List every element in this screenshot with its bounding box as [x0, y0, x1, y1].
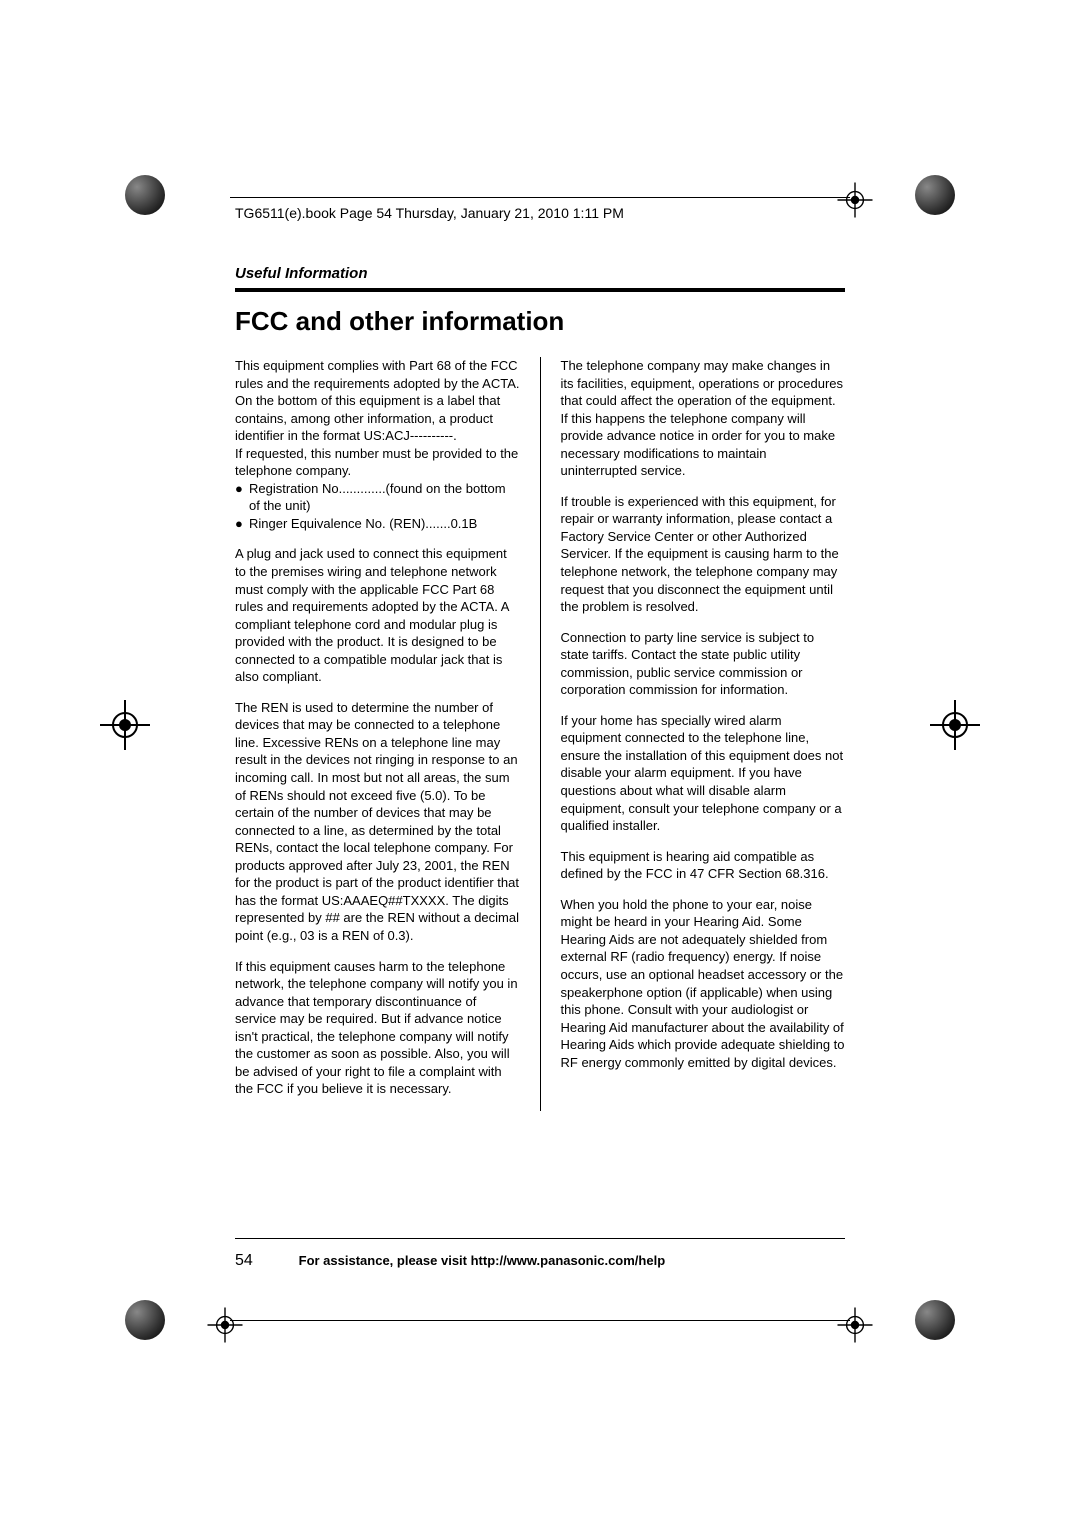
column-divider [540, 357, 541, 1111]
content-area: Useful Information FCC and other informa… [235, 265, 845, 1111]
paragraph: The REN is used to determine the number … [235, 699, 520, 945]
registration-sphere [125, 1300, 165, 1340]
footer-rule [235, 1238, 845, 1239]
text-columns: This equipment complies with Part 68 of … [235, 357, 845, 1111]
paragraph: If this equipment causes harm to the tel… [235, 958, 520, 1098]
horizontal-rule [235, 288, 845, 292]
paragraph: If your home has specially wired alarm e… [561, 712, 846, 835]
registration-mark-icon [100, 700, 150, 750]
text: Registration No.............(found on th… [249, 480, 520, 515]
paragraph: When you hold the phone to your ear, noi… [561, 896, 846, 1071]
page-number: 54 [235, 1252, 295, 1270]
left-column: This equipment complies with Part 68 of … [235, 357, 520, 1111]
registration-mark-icon [930, 700, 980, 750]
page-title: FCC and other information [235, 306, 845, 337]
text: Ringer Equivalence No. (REN).......0.1B [249, 515, 520, 533]
bullet-icon: ● [235, 480, 249, 515]
registration-sphere [915, 1300, 955, 1340]
text: If requested, this number must be provid… [235, 446, 518, 479]
registration-mark-icon [208, 1308, 243, 1343]
frame-line [230, 1320, 850, 1321]
registration-sphere [125, 175, 165, 215]
paragraph: The telephone company may make changes i… [561, 357, 846, 480]
bullet-list: ● Registration No.............(found on … [235, 480, 520, 533]
page-footer: 54 For assistance, please visit http://w… [235, 1252, 845, 1270]
registration-sphere [915, 175, 955, 215]
document-meta: TG6511(e).book Page 54 Thursday, January… [235, 205, 624, 221]
paragraph: This equipment complies with Part 68 of … [235, 357, 520, 480]
list-item: ● Registration No.............(found on … [235, 480, 520, 515]
list-item: ● Ringer Equivalence No. (REN).......0.1… [235, 515, 520, 533]
section-label: Useful Information [235, 265, 845, 282]
paragraph: Connection to party line service is subj… [561, 629, 846, 699]
registration-mark-icon [838, 183, 873, 218]
paragraph: This equipment is hearing aid compatible… [561, 848, 846, 883]
bullet-icon: ● [235, 515, 249, 533]
paragraph: A plug and jack used to connect this equ… [235, 545, 520, 685]
registration-mark-icon [838, 1308, 873, 1343]
footer-text: For assistance, please visit http://www.… [299, 1253, 666, 1268]
frame-line [230, 197, 850, 198]
right-column: The telephone company may make changes i… [561, 357, 846, 1111]
paragraph: If trouble is experienced with this equi… [561, 493, 846, 616]
text: This equipment complies with Part 68 of … [235, 358, 519, 443]
page: TG6511(e).book Page 54 Thursday, January… [0, 0, 1080, 1528]
